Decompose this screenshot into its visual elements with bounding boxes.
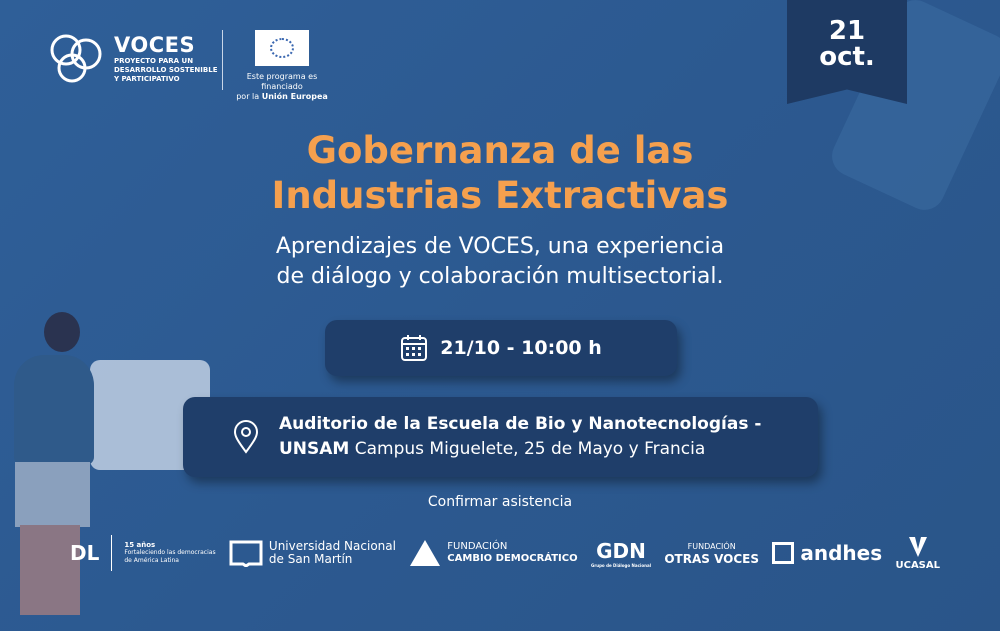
partner-sub: Grupo de Diálogo Nacional [590,562,652,568]
partner-name: DL [70,541,100,565]
speech-bubbles-icon [50,34,102,83]
eu-name: Unión Europea [261,92,328,101]
triangle-logo-icon [410,540,441,566]
subtitle-line: de diálogo y colaboración multisectorial… [276,264,724,289]
eu-funding: Este programa es financiado por la Unión… [232,30,332,102]
eu-text-2: por la Unión Europea [232,92,332,102]
voces-tagline: DESARROLLO SOSTENIBLE [114,65,218,74]
book-icon [229,540,263,567]
partner-name: FUNDACIÓN [447,541,508,552]
event-location: Auditorio de la Escuela de Bio y Nanotec… [183,397,818,477]
location-line-2: UNSAM Campus Miguelete, 25 de Mayo y Fra… [279,437,761,462]
location-line: Auditorio de la Escuela de Bio y Nanotec… [279,414,762,434]
voces-name: VOCES [114,32,196,57]
event-subtitle: Aprendizajes de VOCES, una experiencia d… [0,232,1000,292]
eu-prefix: por la [236,92,262,101]
voces-logo: VOCES PROYECTO PARA UN DESARROLLO SOSTEN… [48,32,217,84]
datetime-text: 21/10 - 10:00 h [440,337,602,359]
location-address: Campus Miguelete, 25 de Mayo y Francia [349,439,706,459]
partner-name: GDN [596,538,646,563]
partner-logo-andhes: andhes [772,541,882,565]
partner-logos: DL 15 años Fortaleciendo las democracias d… [70,535,940,571]
confirm-attendance-link[interactable]: Confirmar asistencia [427,494,573,510]
event-title: Gobernanza de las Industrias Extractivas [0,128,1000,218]
partner-sub: de América Latina [124,557,179,564]
calendar-icon [401,335,428,361]
subtitle-line: Aprendizajes de VOCES, una experiencia [275,234,725,259]
partner-logo-gdn: GDN Grupo de Diálogo Nacional [591,539,651,568]
partner-name: andhes [800,541,883,565]
partner-logo-cambio-democratico: FUNDACIÓN CAMBIO DEMOCRÁTICO [409,539,578,567]
person-illustration [14,355,94,465]
map-pin-icon [233,420,259,454]
eu-text: Este programa es financiado [246,72,318,91]
partner-logo-otras-voces: FUNDACIÓN OTRAS VOCES [664,541,759,565]
voces-tagline: PROYECTO PARA UN [114,56,194,65]
eu-flag-icon [255,30,309,66]
divider [222,30,223,90]
badge-day: 21 [828,16,866,46]
partner-name: Universidad Nacional [268,539,396,553]
title-line: Industrias Extractivas [271,174,729,217]
badge-month: oct. [819,42,875,72]
partner-sub: 15 años [124,541,156,549]
partner-logo-ucasal: UCASAL [895,536,940,571]
partner-logo-unsam: Universidad Nacional de San Martín [229,539,396,567]
partner-name: UCASAL [895,559,940,571]
partner-sub: OTRAS VOCES [664,552,760,566]
partner-sub: de San Martín [268,552,353,566]
person-skirt [15,462,90,527]
person-head [44,312,80,352]
title-line: Gobernanza de las [306,129,694,172]
partner-name: FUNDACIÓN [687,542,736,551]
voces-tagline: Y PARTICIPATIVO [114,74,180,83]
ucasal-v-icon [908,536,927,557]
location-venue: UNSAM [279,439,350,459]
partner-sub: Fortaleciendo las democracias [124,549,216,556]
event-datetime: 21/10 - 10:00 h [325,320,677,376]
date-badge: 21 oct. [787,0,907,104]
partner-logo-dl: DL 15 años Fortaleciendo las democracias d… [70,535,216,571]
andhes-emblem-icon [772,542,795,564]
person-legs [20,525,80,615]
partner-sub: CAMBIO DEMOCRÁTICO [447,553,578,564]
